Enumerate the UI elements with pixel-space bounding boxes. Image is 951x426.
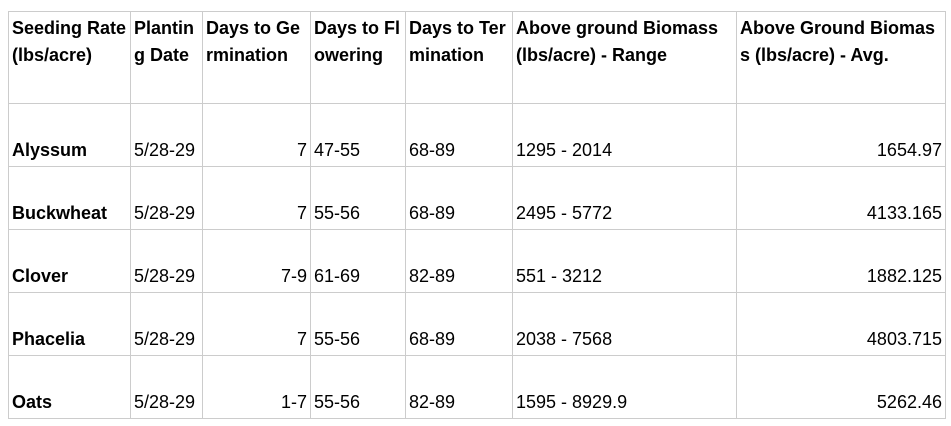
crop-name-cell: Clover bbox=[8, 229, 131, 293]
crop-name-cell: Phacelia bbox=[8, 292, 131, 356]
table-row: Oats 5/28-29 1-7 55-56 82-89 1595 - 8929… bbox=[8, 355, 946, 419]
biomass-range-cell: 1295 - 2014 bbox=[512, 103, 737, 167]
header-days-to-flowering: Days to Flowering bbox=[310, 11, 406, 104]
germination-cell: 7-9 bbox=[202, 229, 311, 293]
termination-cell: 82-89 bbox=[405, 355, 513, 419]
germination-cell: 1-7 bbox=[202, 355, 311, 419]
header-planting-date: Planting Date bbox=[130, 11, 203, 104]
header-seeding-rate: Seeding Rate (lbs/acre) bbox=[8, 11, 131, 104]
flowering-cell: 47-55 bbox=[310, 103, 406, 167]
table-row: Clover 5/28-29 7-9 61-69 82-89 551 - 321… bbox=[8, 229, 946, 293]
biomass-avg-cell: 1882.125 bbox=[736, 229, 946, 293]
flowering-cell: 55-56 bbox=[310, 292, 406, 356]
germination-cell: 7 bbox=[202, 103, 311, 167]
planting-date-cell: 5/28-29 bbox=[130, 355, 203, 419]
germination-cell: 7 bbox=[202, 292, 311, 356]
termination-cell: 68-89 bbox=[405, 292, 513, 356]
planting-date-cell: 5/28-29 bbox=[130, 229, 203, 293]
table-row: Buckwheat 5/28-29 7 55-56 68-89 2495 - 5… bbox=[8, 166, 946, 230]
biomass-range-cell: 2495 - 5772 bbox=[512, 166, 737, 230]
planting-date-cell: 5/28-29 bbox=[130, 166, 203, 230]
planting-date-cell: 5/28-29 bbox=[130, 103, 203, 167]
header-days-to-termination: Days to Termination bbox=[405, 11, 513, 104]
biomass-avg-cell: 4803.715 bbox=[736, 292, 946, 356]
termination-cell: 82-89 bbox=[405, 229, 513, 293]
biomass-table: Seeding Rate (lbs/acre) Planting Date Da… bbox=[8, 11, 946, 419]
termination-cell: 68-89 bbox=[405, 166, 513, 230]
header-row: Seeding Rate (lbs/acre) Planting Date Da… bbox=[8, 11, 946, 104]
termination-cell: 68-89 bbox=[405, 103, 513, 167]
table-row: Alyssum 5/28-29 7 47-55 68-89 1295 - 201… bbox=[8, 103, 946, 167]
header-biomass-avg: Above Ground Biomass (lbs/acre) - Avg. bbox=[736, 11, 946, 104]
header-biomass-range: Above ground Biomass (lbs/acre) - Range bbox=[512, 11, 737, 104]
table-row: Phacelia 5/28-29 7 55-56 68-89 2038 - 75… bbox=[8, 292, 946, 356]
biomass-avg-cell: 1654.97 bbox=[736, 103, 946, 167]
header-days-to-germination: Days to Germination bbox=[202, 11, 311, 104]
biomass-range-cell: 1595 - 8929.9 bbox=[512, 355, 737, 419]
planting-date-cell: 5/28-29 bbox=[130, 292, 203, 356]
biomass-avg-cell: 5262.46 bbox=[736, 355, 946, 419]
crop-name-cell: Buckwheat bbox=[8, 166, 131, 230]
biomass-avg-cell: 4133.165 bbox=[736, 166, 946, 230]
flowering-cell: 55-56 bbox=[310, 166, 406, 230]
crop-name-cell: Alyssum bbox=[8, 103, 131, 167]
flowering-cell: 55-56 bbox=[310, 355, 406, 419]
germination-cell: 7 bbox=[202, 166, 311, 230]
biomass-range-cell: 2038 - 7568 bbox=[512, 292, 737, 356]
flowering-cell: 61-69 bbox=[310, 229, 406, 293]
crop-name-cell: Oats bbox=[8, 355, 131, 419]
biomass-range-cell: 551 - 3212 bbox=[512, 229, 737, 293]
